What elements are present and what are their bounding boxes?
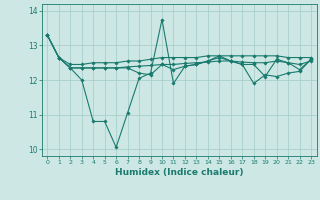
X-axis label: Humidex (Indice chaleur): Humidex (Indice chaleur): [115, 168, 244, 177]
